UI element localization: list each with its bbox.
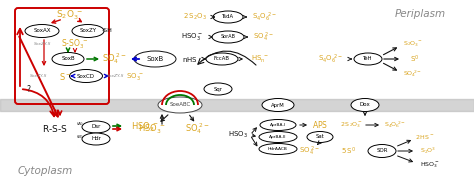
Text: SoxZY-S: SoxZY-S	[34, 42, 51, 46]
Ellipse shape	[52, 53, 84, 66]
Ellipse shape	[206, 53, 238, 65]
Text: Hdr: Hdr	[91, 136, 101, 142]
Ellipse shape	[82, 121, 110, 133]
Text: SoxAX: SoxAX	[33, 29, 51, 33]
Text: $^{(B)}$: $^{(B)}$	[76, 134, 84, 139]
Text: ?: ?	[26, 84, 30, 94]
Text: $\mathsf{R\text{-}S\text{-}S}$: $\mathsf{R\text{-}S\text{-}S}$	[42, 123, 68, 135]
Ellipse shape	[134, 51, 176, 67]
Text: SOR: SOR	[376, 149, 388, 153]
Text: SoxCD: SoxCD	[77, 74, 95, 78]
Text: SoxB: SoxB	[146, 56, 164, 62]
Text: $\mathsf{SO_4^{\ 2-}}$: $\mathsf{SO_4^{\ 2-}}$	[403, 69, 423, 79]
Ellipse shape	[259, 132, 297, 143]
Ellipse shape	[259, 143, 297, 154]
Text: FccAB: FccAB	[214, 57, 230, 61]
Text: $\mathsf{HS_n^{\ -}}$: $\mathsf{HS_n^{\ -}}$	[251, 53, 269, 64]
Text: $\mathsf{S_2O_3^{\ -}}$: $\mathsf{S_2O_3^{\ -}}$	[403, 39, 423, 49]
Text: AprBA-II: AprBA-II	[269, 135, 287, 139]
Ellipse shape	[260, 119, 296, 130]
Text: AprBA-I: AprBA-I	[270, 123, 286, 127]
Text: $\mathsf{S^-}$: $\mathsf{S^-}$	[59, 70, 72, 81]
Text: $\mathsf{HSO_3^{\ -}}$: $\mathsf{HSO_3^{\ -}}$	[138, 122, 166, 136]
Text: HdrAACB: HdrAACB	[268, 147, 288, 151]
Text: $\mathsf{S_2O^3}$: $\mathsf{S_2O^3}$	[420, 146, 436, 156]
Text: SoxB: SoxB	[61, 57, 75, 61]
Text: Sat: Sat	[316, 135, 324, 139]
Text: SoxZY-S: SoxZY-S	[107, 74, 124, 78]
Ellipse shape	[351, 98, 379, 112]
Ellipse shape	[158, 97, 202, 113]
Text: $\mathsf{APS}$: $\mathsf{APS}$	[312, 119, 328, 130]
Ellipse shape	[70, 70, 102, 83]
Text: $\mathsf{2\,HS^-}$: $\mathsf{2\,HS^-}$	[415, 133, 435, 141]
Ellipse shape	[213, 11, 243, 23]
Text: Dsr: Dsr	[91, 125, 100, 129]
Text: $\mathsf{HSO_3^-}$: $\mathsf{HSO_3^-}$	[420, 160, 440, 170]
Text: $\mathsf{SO_4^{\ 2-}}$: $\mathsf{SO_4^{\ 2-}}$	[185, 122, 210, 136]
Ellipse shape	[72, 25, 104, 37]
Text: TeH: TeH	[363, 57, 373, 61]
Text: $\mathsf{5\,S^0}$: $\mathsf{5\,S^0}$	[340, 145, 356, 157]
Text: $\mathsf{SO_4^{\ 2-}}$: $\mathsf{SO_4^{\ 2-}}$	[254, 30, 274, 44]
Text: -SH: -SH	[101, 29, 112, 33]
Text: $\mathsf{S^0}$: $\mathsf{S^0}$	[410, 53, 419, 65]
Text: $\mathsf{SO_4^{\ 2-}}$: $\mathsf{SO_4^{\ 2-}}$	[300, 144, 320, 158]
Text: Sqr: Sqr	[213, 87, 222, 91]
Text: AprM: AprM	[271, 102, 285, 108]
Text: $\mathsf{HSO_3^{\ -}}$: $\mathsf{HSO_3^{\ -}}$	[131, 120, 159, 134]
Text: $\mathsf{S_2O_3^{\ -}}$: $\mathsf{S_2O_3^{\ -}}$	[56, 8, 83, 22]
Text: Periplasm: Periplasm	[394, 9, 446, 19]
Text: TsdA: TsdA	[222, 15, 234, 19]
Text: $\mathsf{S_4O_6^{\ 2-}}$: $\mathsf{S_4O_6^{\ 2-}}$	[384, 120, 406, 130]
Ellipse shape	[204, 83, 232, 95]
Ellipse shape	[262, 98, 294, 112]
Ellipse shape	[368, 145, 396, 157]
Text: $\mathsf{HSO_3}$: $\mathsf{HSO_3}$	[228, 130, 248, 140]
Text: $\mathsf{SO_3^{\ -}}$: $\mathsf{SO_3^{\ -}}$	[126, 70, 144, 81]
Text: Cytoplasm: Cytoplasm	[18, 166, 73, 176]
Text: SorAB: SorAB	[220, 35, 236, 40]
Ellipse shape	[354, 53, 382, 65]
Ellipse shape	[25, 25, 59, 37]
Text: Dox: Dox	[360, 102, 370, 108]
Text: $\mathsf{S_4O_6^{\ 2-}}$: $\mathsf{S_4O_6^{\ 2-}}$	[318, 52, 342, 66]
Text: $\mathsf{S_4O_6^{\ 2-}}$: $\mathsf{S_4O_6^{\ 2-}}$	[252, 10, 276, 24]
Ellipse shape	[307, 132, 333, 143]
Text: SoxZY-S: SoxZY-S	[30, 74, 47, 78]
Text: $\mathsf{nHS}$: $\mathsf{nHS}$	[182, 54, 198, 64]
Text: $\mathsf{S\text{-}SO_3^{\ -}}$: $\mathsf{S\text{-}SO_3^{\ -}}$	[61, 37, 89, 51]
Ellipse shape	[82, 133, 110, 145]
Text: $^{(A)}$: $^{(A)}$	[76, 122, 84, 127]
Text: SoxZY: SoxZY	[80, 29, 97, 33]
Text: SoeABC: SoeABC	[169, 102, 191, 108]
Ellipse shape	[212, 31, 244, 43]
Text: $\mathsf{HSO_3^-}$: $\mathsf{HSO_3^-}$	[181, 32, 203, 43]
Text: $\mathsf{SO_4^{\ 2-}}$: $\mathsf{SO_4^{\ 2-}}$	[102, 52, 128, 67]
Text: $\mathsf{2\,S_2O_3}$: $\mathsf{2\,S_2O_3}$	[183, 12, 207, 22]
Text: $\mathsf{2\,S_2O_3^-}$: $\mathsf{2\,S_2O_3^-}$	[340, 120, 364, 130]
